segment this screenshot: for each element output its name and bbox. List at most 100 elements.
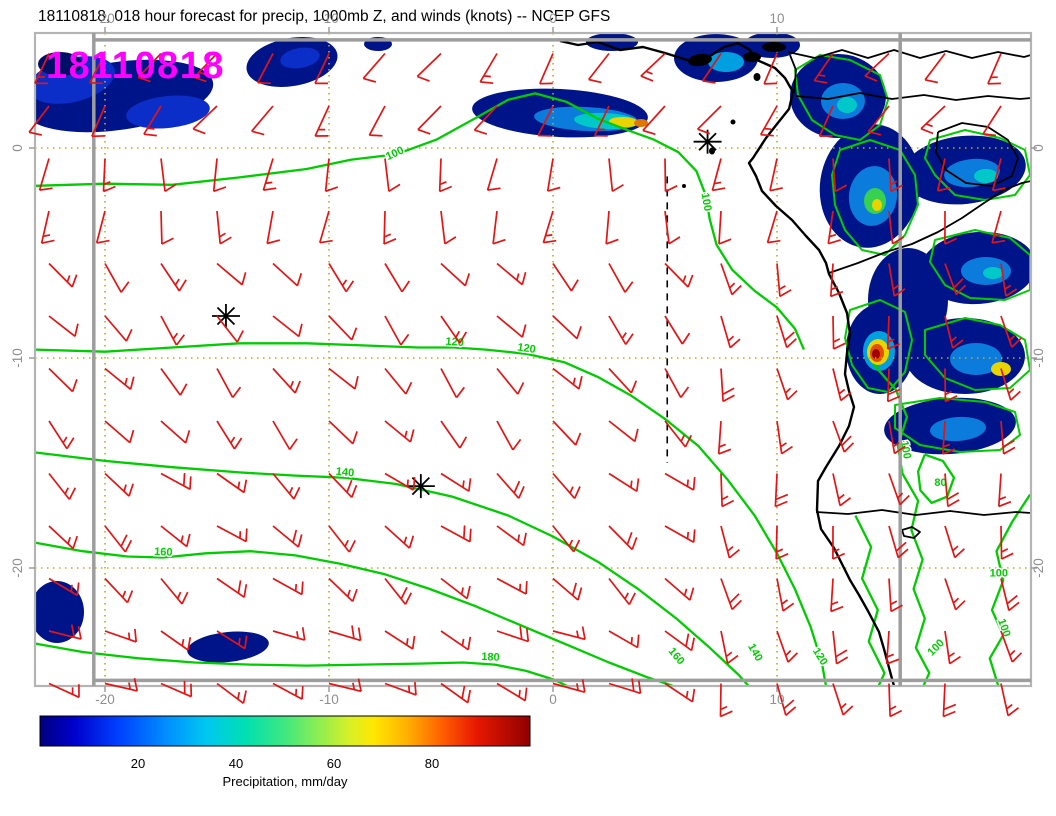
lon-tick-label-top: 10 xyxy=(769,11,784,26)
wind-barb xyxy=(272,315,303,338)
border-line xyxy=(828,180,1031,274)
wind-barb xyxy=(104,367,135,390)
border-line xyxy=(787,49,1031,59)
wind-barb xyxy=(1000,683,1020,717)
wind-barb xyxy=(608,263,634,293)
wind-barb xyxy=(193,52,218,83)
precip-cell xyxy=(872,199,882,211)
wind-barb xyxy=(640,52,666,82)
lat-tick-label-right: -20 xyxy=(1031,558,1046,578)
wind-barb xyxy=(440,577,471,600)
wind-barb xyxy=(216,630,248,650)
wind-barb xyxy=(766,210,781,244)
wind-barb xyxy=(328,678,362,693)
wind-barb xyxy=(38,158,53,191)
wind-barb xyxy=(272,262,303,287)
contour-label: 100 xyxy=(699,192,714,212)
wind-barb xyxy=(272,525,303,548)
wind-barb xyxy=(486,158,501,191)
synoptic-symbols-layer xyxy=(211,129,722,499)
precip-outline-contour xyxy=(844,299,913,393)
wind-barb xyxy=(383,210,397,245)
wind-barb xyxy=(829,263,844,298)
border-line xyxy=(935,122,1019,187)
wind-barb xyxy=(160,577,189,605)
wind-barb xyxy=(664,630,696,652)
wind-barb xyxy=(1000,525,1014,560)
wind-barb xyxy=(216,368,242,399)
lat-tick-label-right: 0 xyxy=(1031,144,1046,152)
plot-title: 18110818, 018 hour forecast for precip, … xyxy=(38,8,610,25)
wind-barb xyxy=(720,263,742,296)
wind-barb xyxy=(216,682,247,704)
wind-barb xyxy=(920,105,946,135)
wind-barb xyxy=(496,472,525,499)
wind-barb xyxy=(266,210,281,245)
contour-label: 100 xyxy=(995,617,1013,638)
wind-barb xyxy=(216,315,244,343)
wind-barb xyxy=(91,105,106,138)
contour-label: 120 xyxy=(810,646,830,668)
lon-tick-label-bottom: 10 xyxy=(769,692,784,707)
wind-barb xyxy=(608,367,638,394)
wind-barb xyxy=(832,683,854,716)
wind-barb xyxy=(384,158,401,193)
wind-barb xyxy=(944,578,966,611)
wind-barb xyxy=(160,472,192,491)
wind-barb xyxy=(608,630,640,649)
precip-cell xyxy=(837,97,857,113)
wind-barb xyxy=(664,262,694,288)
land-island-fill xyxy=(730,119,736,125)
wind-barb xyxy=(251,105,274,136)
wind-barb xyxy=(314,53,330,85)
wind-barb xyxy=(697,105,722,135)
wind-barb xyxy=(384,420,415,443)
wind-barb xyxy=(438,158,453,193)
wind-barb xyxy=(997,473,1012,508)
wind-barb xyxy=(936,158,951,192)
wind-barb xyxy=(776,578,795,612)
wind-barb xyxy=(886,315,901,350)
height-contour-line xyxy=(35,451,751,686)
wind-barb xyxy=(384,315,410,346)
wind-barb xyxy=(328,263,355,293)
wind-barb xyxy=(417,105,442,135)
wind-barb xyxy=(717,420,732,455)
wind-barb xyxy=(593,105,610,137)
wind-barb xyxy=(888,525,909,559)
wind-barb xyxy=(160,525,191,548)
wind-barb xyxy=(832,315,846,350)
wind-barb xyxy=(776,683,797,716)
wind-barb xyxy=(272,577,304,596)
land-island-fill xyxy=(688,53,712,67)
colorbar-tick-label: 80 xyxy=(425,756,439,771)
wind-barb xyxy=(944,210,958,245)
wind-barb xyxy=(272,420,298,450)
asterisk-marker xyxy=(211,304,240,328)
wind-barb xyxy=(384,630,416,650)
colorbar-tick-labels: 20 40 60 80 xyxy=(131,756,439,771)
lon-tick-label-top: 0 xyxy=(549,11,557,26)
colorbar-gradient xyxy=(39,715,531,747)
map-area: 100 100 120 120 120 140 140 160 160 180 100 100 100 1… xyxy=(35,33,1031,686)
wind-barb xyxy=(160,210,174,245)
wind-barb xyxy=(328,577,358,603)
wind-barb-layer xyxy=(28,52,1023,718)
contour-label: 80 xyxy=(934,477,946,489)
wind-barb xyxy=(48,624,82,640)
wind-barb xyxy=(832,525,846,560)
wind-barb xyxy=(537,105,554,137)
wind-barb xyxy=(368,105,386,137)
wind-barb xyxy=(496,525,527,547)
wind-barb xyxy=(440,682,472,704)
wind-barb xyxy=(160,420,191,444)
wind-barb xyxy=(608,472,640,493)
wind-barb xyxy=(314,105,330,137)
wind-barb xyxy=(328,525,356,553)
wind-barb xyxy=(944,315,964,349)
wind-barb xyxy=(496,420,522,451)
wind-barb xyxy=(867,105,890,136)
wind-barb xyxy=(440,525,472,543)
wind-barb xyxy=(608,420,639,443)
contour-label: 160 xyxy=(666,645,687,667)
